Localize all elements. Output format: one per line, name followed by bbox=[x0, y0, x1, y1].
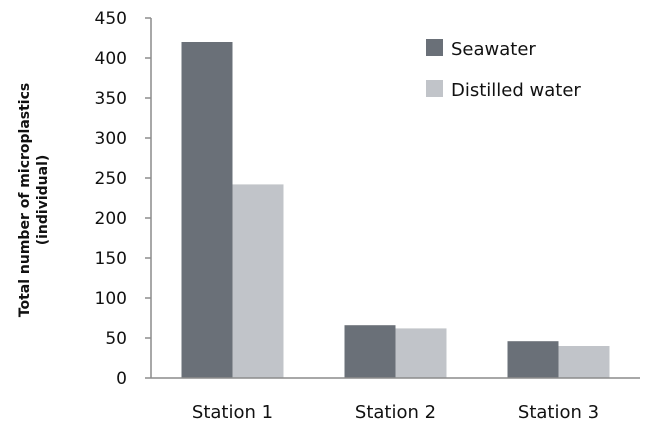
legend-label: Seawater bbox=[451, 39, 536, 60]
x-category-label: Station 1 bbox=[192, 402, 273, 423]
axes bbox=[150, 18, 640, 379]
y-axis-ticks: 0 50 100 150 200 250 300 350 400 450 bbox=[95, 9, 151, 389]
legend-swatch bbox=[426, 39, 443, 56]
y-tick-label: 50 bbox=[105, 329, 127, 349]
bar-seawater bbox=[181, 42, 233, 378]
x-category-label: Station 3 bbox=[518, 402, 599, 423]
y-tick-label: 300 bbox=[95, 129, 127, 149]
y-tick-label: 450 bbox=[95, 9, 127, 29]
x-axis-categories: Station 1 Station 2 Station 3 bbox=[192, 402, 599, 423]
x-category-label: Station 2 bbox=[355, 402, 436, 423]
bar-distilled-water bbox=[558, 346, 610, 378]
legend: Seawater Distilled water bbox=[426, 39, 581, 101]
legend-swatch bbox=[426, 80, 443, 97]
y-tick-label: 250 bbox=[95, 169, 127, 189]
bar-seawater bbox=[507, 341, 559, 378]
bars bbox=[181, 42, 610, 378]
y-tick-label: 150 bbox=[95, 249, 127, 269]
bar-distilled-water bbox=[395, 328, 447, 378]
y-axis-label-line2: (individual) bbox=[35, 155, 51, 246]
bar-seawater bbox=[344, 325, 396, 378]
y-tick-label: 200 bbox=[95, 209, 127, 229]
bar-distilled-water bbox=[232, 184, 284, 378]
legend-label: Distilled water bbox=[451, 80, 581, 101]
y-tick-label: 400 bbox=[95, 49, 127, 69]
y-tick-label: 100 bbox=[95, 289, 127, 309]
y-axis-label: Total number of microplastics (individua… bbox=[17, 83, 51, 317]
y-tick-label: 350 bbox=[95, 89, 127, 109]
y-tick-label: 0 bbox=[116, 369, 127, 389]
y-axis-label-line1: Total number of microplastics bbox=[17, 83, 33, 317]
